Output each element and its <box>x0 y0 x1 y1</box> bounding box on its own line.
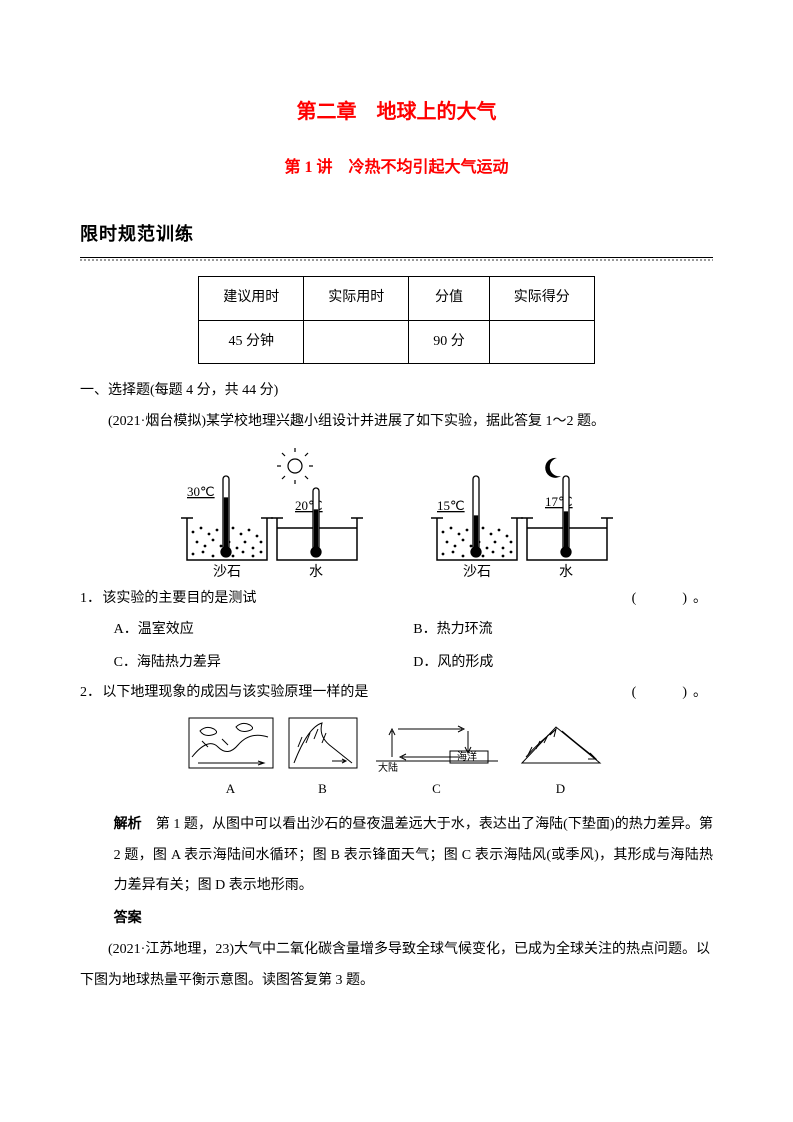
fig-b-label: B <box>288 775 358 804</box>
chapter-title: 第二章 地球上的大气 <box>80 90 713 134</box>
label-water: 水 <box>559 564 573 578</box>
fig-a-svg <box>188 717 274 775</box>
part1-heading: 一、选择题(每题 4 分，共 44 分) <box>80 376 713 407</box>
q1-options: A．温室效应 B．热力环流 C．海陆热力差异 D．风的形成 <box>114 615 713 679</box>
night-sand-temp: 15℃ <box>437 498 465 513</box>
question-2: 2． 以下地理现象的成因与该实验原理一样的是 ( )。 <box>80 678 713 709</box>
q1-text: 该实验的主要目的是测试 <box>102 584 631 615</box>
answer-label: 答案 <box>114 909 142 925</box>
section-label: 限时规范训练 <box>80 215 713 258</box>
th-actual-time: 实际用时 <box>304 276 409 320</box>
fig-c-svg: 大陆 海洋 <box>372 717 502 775</box>
fig-d-label: D <box>516 775 606 804</box>
question-1: 1． 该实验的主要目的是测试 ( )。 <box>80 584 713 615</box>
q1-option-c: C．海陆热力差异 <box>114 648 414 679</box>
day-beakers-svg: 30℃ 20℃ <box>167 448 377 578</box>
td-suggested-time: 45 分钟 <box>199 320 304 364</box>
stem-2: (2021·江苏地理，23)大气中二氧化碳含量增多导致全球气候变化，已成为全球关… <box>80 935 713 997</box>
q1-number: 1． <box>80 584 102 615</box>
stem-1: (2021·烟台模拟)某学校地理兴趣小组设计并进展了如下实验，据此答复 1～2 … <box>80 407 713 438</box>
q1-option-d: D．风的形成 <box>413 648 713 679</box>
td-actual-time <box>304 320 409 364</box>
label-sand: 沙石 <box>463 565 491 578</box>
td-score: 90 分 <box>409 320 490 364</box>
experiment-figure: 30℃ 20℃ <box>80 448 713 578</box>
fig-c-label: C <box>372 775 502 804</box>
td-actual-score <box>489 320 594 364</box>
table-row: 建议用时 实际用时 分值 实际得分 <box>199 276 595 320</box>
fig-a-label: A <box>188 775 274 804</box>
explain-text: 第 1 题，从图中可以看出沙石的昼夜温差远大于水，表达出了海陆(下垫面)的热力差… <box>114 817 713 894</box>
fig-d-svg <box>516 717 606 775</box>
th-suggested-time: 建议用时 <box>199 276 304 320</box>
explanation: 解析 第 1 题，从图中可以看出沙石的昼夜温差远大于水，表达出了海陆(下垫面)的… <box>114 808 713 902</box>
q2-text: 以下地理现象的成因与该实验原理一样的是 <box>102 678 631 709</box>
night-beakers-svg: 15℃ 17℃ <box>417 448 627 578</box>
fig-b-svg <box>288 717 358 775</box>
q1-option-a: A．温室效应 <box>114 615 414 646</box>
q1-paren: ( )。 <box>632 584 713 615</box>
info-table: 建议用时 实际用时 分值 实际得分 45 分钟 90 分 <box>198 276 595 365</box>
q2-paren: ( )。 <box>632 678 713 709</box>
table-row: 45 分钟 90 分 <box>199 320 595 364</box>
label-sand: 沙石 <box>213 565 241 578</box>
day-sand-temp: 30℃ <box>187 484 215 499</box>
th-score: 分值 <box>409 276 490 320</box>
answer: 答案 <box>114 902 713 935</box>
lecture-title: 第 1 讲 冷热不均引起大气运动 <box>80 150 713 185</box>
label-water: 水 <box>309 564 323 578</box>
q1-option-b: B．热力环流 <box>413 615 713 646</box>
q2-number: 2． <box>80 678 102 709</box>
svg-text:大陆: 大陆 <box>378 761 398 774</box>
q2-figures: A B 大陆 海洋 C <box>80 717 713 804</box>
th-actual-score: 实际得分 <box>489 276 594 320</box>
explain-label: 解析 <box>114 815 142 831</box>
